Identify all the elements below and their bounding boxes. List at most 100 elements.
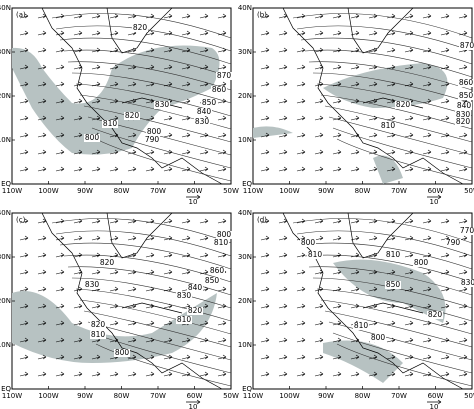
lon-label: 70W bbox=[391, 392, 407, 400]
label-bg bbox=[154, 101, 170, 109]
wind-vector bbox=[55, 354, 65, 360]
wind-vector bbox=[127, 132, 137, 138]
lon-label: 100W bbox=[38, 187, 58, 195]
wind-vector bbox=[73, 303, 83, 309]
wind-vector bbox=[440, 115, 450, 121]
wind-vector bbox=[217, 98, 227, 104]
wind-vector bbox=[458, 30, 468, 36]
wind-vector bbox=[440, 303, 450, 309]
wind-vector bbox=[332, 98, 342, 104]
label-bg bbox=[216, 72, 232, 80]
wind-vector bbox=[278, 132, 288, 138]
wind-vector bbox=[260, 13, 270, 19]
wind-vector bbox=[73, 269, 83, 275]
wind-vector bbox=[278, 354, 288, 360]
wind-vector bbox=[404, 303, 414, 309]
contour-label: 830 bbox=[177, 291, 192, 300]
wind-vector bbox=[217, 64, 227, 70]
wind-vector bbox=[404, 149, 414, 155]
wind-vector bbox=[332, 286, 342, 292]
wind-vector bbox=[73, 235, 83, 241]
wind-vector bbox=[314, 13, 324, 19]
wind-vector bbox=[163, 30, 173, 36]
wind-vector bbox=[260, 98, 270, 104]
wind-vector bbox=[73, 286, 83, 292]
wind-vector bbox=[181, 81, 191, 87]
wind-vector bbox=[368, 269, 378, 275]
wind-vector bbox=[386, 30, 396, 36]
lat-label: 30N bbox=[0, 253, 11, 261]
lon-label: 50W bbox=[464, 392, 474, 400]
wind-vector bbox=[422, 286, 432, 292]
wind-vector bbox=[296, 47, 306, 53]
wind-vector bbox=[368, 218, 378, 224]
wind-vector bbox=[73, 149, 83, 155]
label-bg bbox=[132, 24, 148, 32]
wind-vector bbox=[332, 149, 342, 155]
contour-label: 810 bbox=[214, 238, 229, 247]
label-bg bbox=[370, 334, 386, 342]
lon-label: 110W bbox=[243, 392, 263, 400]
wind-vector bbox=[278, 81, 288, 87]
contour-label: 830 bbox=[195, 117, 210, 126]
wind-vector bbox=[314, 235, 324, 241]
lat-label: 40N bbox=[0, 4, 11, 12]
wind-vector bbox=[422, 30, 432, 36]
wind-vector bbox=[440, 132, 450, 138]
label-bg bbox=[307, 251, 323, 259]
coastline bbox=[282, 212, 464, 390]
wind-vector bbox=[404, 235, 414, 241]
wind-vector bbox=[199, 64, 209, 70]
wind-vector bbox=[350, 81, 360, 87]
wind-vector bbox=[181, 269, 191, 275]
wind-vector bbox=[260, 81, 270, 87]
wind-vector bbox=[260, 354, 270, 360]
wind-vector bbox=[19, 371, 29, 377]
wind-vector bbox=[458, 320, 468, 326]
wind-vector bbox=[181, 115, 191, 121]
wind-vector bbox=[19, 115, 29, 121]
wind-vector bbox=[37, 166, 47, 172]
contour-line bbox=[300, 242, 473, 270]
wind-vector bbox=[91, 149, 101, 155]
wind-vector bbox=[199, 320, 209, 326]
label-bg bbox=[201, 99, 217, 107]
wind-vector bbox=[37, 115, 47, 121]
wind-vector bbox=[278, 115, 288, 121]
wind-vector bbox=[55, 252, 65, 258]
wind-vector bbox=[37, 81, 47, 87]
wind-vector bbox=[296, 269, 306, 275]
wind-vector bbox=[278, 371, 288, 377]
wind-vector bbox=[199, 132, 209, 138]
wind-vector bbox=[181, 98, 191, 104]
wind-vector bbox=[350, 354, 360, 360]
wind-vector bbox=[296, 115, 306, 121]
wind-vector bbox=[37, 371, 47, 377]
contour-line bbox=[71, 277, 232, 309]
wind-vector bbox=[368, 149, 378, 155]
wind-vector bbox=[145, 286, 155, 292]
label-bg bbox=[353, 322, 369, 330]
lat-label: 10N bbox=[0, 341, 11, 349]
wind-vector bbox=[199, 218, 209, 224]
wind-vector bbox=[386, 269, 396, 275]
contour-line bbox=[308, 61, 473, 91]
coastline bbox=[282, 7, 464, 185]
contour-label: 800 bbox=[147, 127, 162, 136]
lat-label: 30N bbox=[238, 48, 252, 56]
contour-label: 810 bbox=[354, 321, 369, 330]
wind-vector bbox=[181, 235, 191, 241]
lon-label: 100W bbox=[38, 392, 58, 400]
wind-vector bbox=[422, 269, 432, 275]
contour-line bbox=[328, 321, 473, 361]
wind-vector bbox=[181, 132, 191, 138]
wind-vector bbox=[422, 98, 432, 104]
wind-vector bbox=[19, 166, 29, 172]
label-bg bbox=[455, 118, 471, 126]
lat-label: EQ bbox=[1, 180, 11, 188]
wind-vector bbox=[163, 13, 173, 19]
wind-vector bbox=[368, 115, 378, 121]
wind-vector bbox=[181, 30, 191, 36]
wind-vector bbox=[217, 47, 227, 53]
